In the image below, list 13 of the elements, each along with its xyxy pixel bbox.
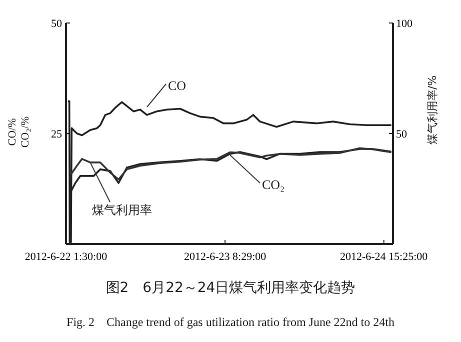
x-tick-label: 2012-6-22 1:30:00 <box>24 251 108 263</box>
y2-tick-label: 50 <box>396 128 408 140</box>
y-axis-title: CO/% CO₂/% <box>6 116 32 148</box>
y-tick-label: 25 <box>51 128 62 140</box>
series-label: CO₂ <box>262 177 285 192</box>
y2-axis-title: 煤气利用率/% <box>426 75 439 145</box>
x-tick-label: 2012-6-24 15:25:00 <box>340 251 428 263</box>
text: 煤气利用率 <box>92 203 152 217</box>
x-tick-label: 2012-6-23 8:29:00 <box>184 251 267 263</box>
text: Fig. 2 Change trend of gas utilization ratio from June 22nd to 24th <box>66 315 394 329</box>
text: 图2 6月22～24日煤气利用率变化趋势 <box>106 280 356 296</box>
y2-tick-label: 100 <box>396 18 413 30</box>
series-label: CO <box>168 78 186 93</box>
